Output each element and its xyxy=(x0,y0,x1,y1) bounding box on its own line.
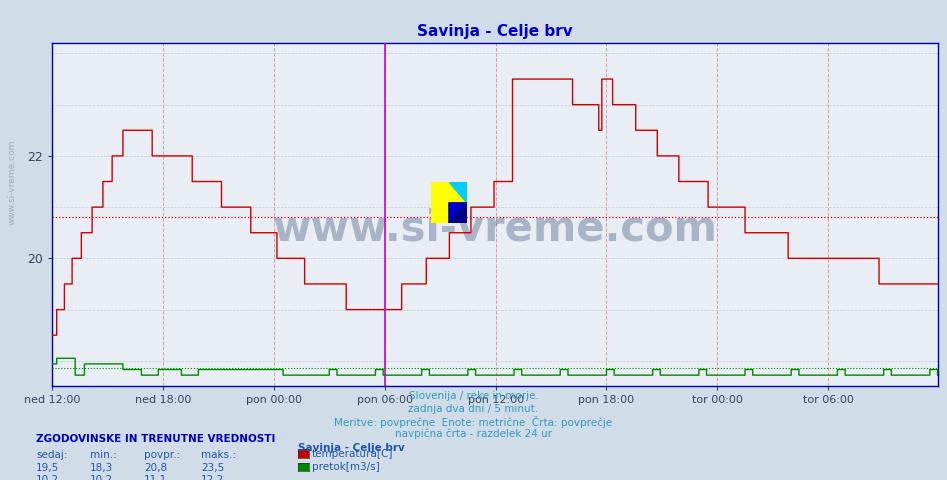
Text: 12,2: 12,2 xyxy=(201,475,224,480)
Text: navpična črta - razdelek 24 ur: navpična črta - razdelek 24 ur xyxy=(395,429,552,439)
Text: maks.:: maks.: xyxy=(201,450,236,460)
Text: Savinja - Celje brv: Savinja - Celje brv xyxy=(298,443,405,453)
Text: 19,5: 19,5 xyxy=(36,463,60,473)
Text: www.si-vreme.com: www.si-vreme.com xyxy=(8,140,17,225)
Polygon shape xyxy=(449,203,467,223)
Text: min.:: min.: xyxy=(90,450,116,460)
Text: 20,8: 20,8 xyxy=(144,463,167,473)
Title: Savinja - Celje brv: Savinja - Celje brv xyxy=(417,24,573,39)
Text: Slovenija / reke in morje.: Slovenija / reke in morje. xyxy=(408,391,539,401)
Text: pretok[m3/s]: pretok[m3/s] xyxy=(312,462,380,472)
Text: sedaj:: sedaj: xyxy=(36,450,67,460)
Polygon shape xyxy=(449,203,467,223)
Text: 23,5: 23,5 xyxy=(201,463,224,473)
Polygon shape xyxy=(449,182,467,203)
Text: ZGODOVINSKE IN TRENUTNE VREDNOSTI: ZGODOVINSKE IN TRENUTNE VREDNOSTI xyxy=(36,434,276,444)
Text: zadnja dva dni / 5 minut.: zadnja dva dni / 5 minut. xyxy=(408,404,539,414)
Text: 18,3: 18,3 xyxy=(90,463,114,473)
Text: povpr.:: povpr.: xyxy=(144,450,180,460)
Text: 10,2: 10,2 xyxy=(90,475,113,480)
Text: www.si-vreme.com: www.si-vreme.com xyxy=(273,207,717,250)
Text: 11,1: 11,1 xyxy=(144,475,168,480)
Text: temperatura[C]: temperatura[C] xyxy=(312,449,393,458)
Text: Meritve: povprečne  Enote: metrične  Črta: povprečje: Meritve: povprečne Enote: metrične Črta:… xyxy=(334,416,613,428)
Text: 10,2: 10,2 xyxy=(36,475,59,480)
